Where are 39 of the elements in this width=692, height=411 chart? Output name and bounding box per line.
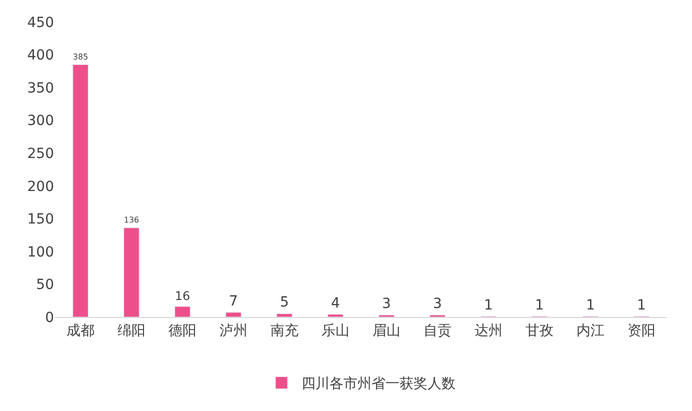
x-tick-label: 德阳 xyxy=(168,322,196,339)
y-tick-label: 350 xyxy=(27,80,54,96)
x-tick-label: 内江 xyxy=(576,322,604,339)
y-tick-label: 300 xyxy=(27,113,54,130)
data-label: 3 xyxy=(382,296,391,312)
legend-label: 四川各市州省一获奖人数 xyxy=(302,376,456,392)
data-label: 4 xyxy=(331,295,340,312)
x-tick-label: 成都 xyxy=(66,322,94,339)
x-tick-label: 眉山 xyxy=(372,322,400,339)
x-tick-label: 绵阳 xyxy=(118,322,146,339)
x-tick-label: 资阳 xyxy=(628,322,656,339)
x-tick-label: 泸州 xyxy=(220,322,248,339)
bar xyxy=(328,314,344,317)
bar xyxy=(276,313,292,317)
y-tick-label: 0 xyxy=(45,310,54,326)
y-tick-label: 100 xyxy=(27,244,54,260)
bar xyxy=(174,306,190,317)
x-tick-label: 达州 xyxy=(474,322,502,339)
y-tick-label: 400 xyxy=(27,48,54,64)
data-label: 5 xyxy=(280,294,289,311)
data-label: 16 xyxy=(174,289,190,304)
bar xyxy=(226,312,242,317)
x-tick-label: 甘孜 xyxy=(526,322,554,339)
data-label: 1 xyxy=(484,297,493,314)
data-label: 1 xyxy=(535,297,544,314)
bar xyxy=(124,228,140,317)
data-label: 1 xyxy=(586,297,595,314)
x-tick-label: 南充 xyxy=(270,322,298,339)
y-tick-label: 150 xyxy=(27,212,54,228)
y-tick-label: 50 xyxy=(36,277,54,294)
y-tick-label: 200 xyxy=(27,178,54,195)
bar xyxy=(72,64,88,317)
x-tick-label: 乐山 xyxy=(322,322,350,339)
x-tick-label: 自贡 xyxy=(424,322,452,339)
data-label: 7 xyxy=(229,293,238,310)
y-tick-label: 250 xyxy=(27,146,54,162)
data-label: 1 xyxy=(637,297,646,314)
y-tick-label: 450 xyxy=(27,14,54,31)
data-label: 3 xyxy=(433,296,442,312)
